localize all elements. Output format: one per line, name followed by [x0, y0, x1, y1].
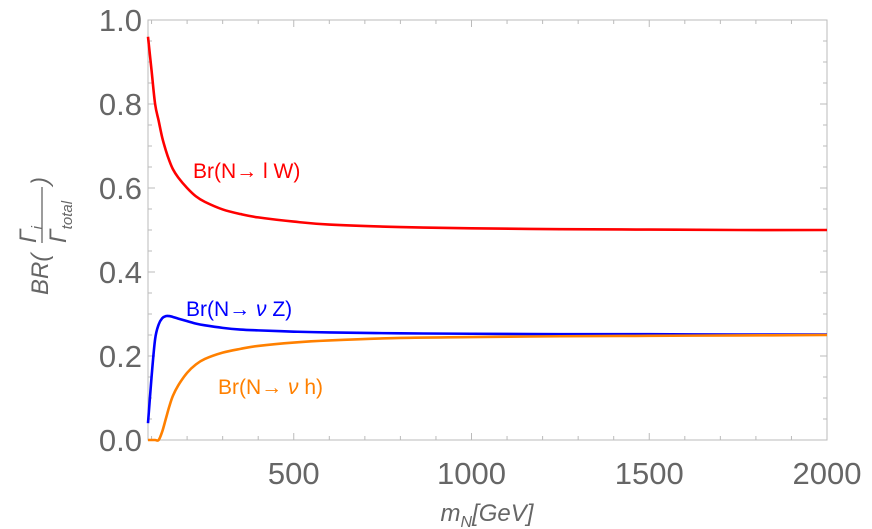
- y-tick-label: 1.0: [99, 3, 142, 38]
- series-line-0: [146, 36, 828, 232]
- y-tick-label: 0.2: [99, 339, 142, 374]
- tick-marks: [148, 19, 828, 441]
- y-tick-labels: 0.0 0.2 0.4 0.6 0.8 1.0: [99, 3, 142, 458]
- x-tick-labels: 500 1000 1500 2000: [268, 456, 862, 491]
- y-tick-label: 0.6: [99, 171, 142, 206]
- y-tick-label: 0.4: [99, 255, 142, 290]
- x-tick-label: 1500: [615, 456, 684, 491]
- svg-text:Γtotal: Γtotal: [45, 200, 76, 243]
- annotation-vz: Br(N→ ν Z): [186, 298, 292, 321]
- x-tick-label: 2000: [793, 456, 862, 491]
- x-axis-label: mN[GeV]: [441, 500, 535, 529]
- series-group: [146, 36, 828, 442]
- series-line-2: [148, 333, 828, 442]
- svg-text:BR(: BR(: [27, 251, 54, 295]
- series-line-1: [146, 314, 828, 424]
- y-tick-label: 0.8: [99, 87, 142, 122]
- y-axis-label: BR( Γi Γtotal ): [15, 177, 76, 295]
- annotation-vh: Br(N→ ν h): [218, 376, 323, 399]
- svg-text:Γi: Γi: [15, 225, 46, 243]
- svg-text:): ): [27, 177, 54, 188]
- annotation-lw: Br(N→ l W): [193, 160, 300, 183]
- y-tick-label: 0.0: [99, 423, 142, 458]
- x-tick-label: 500: [268, 456, 320, 491]
- x-tick-label: 1000: [437, 456, 506, 491]
